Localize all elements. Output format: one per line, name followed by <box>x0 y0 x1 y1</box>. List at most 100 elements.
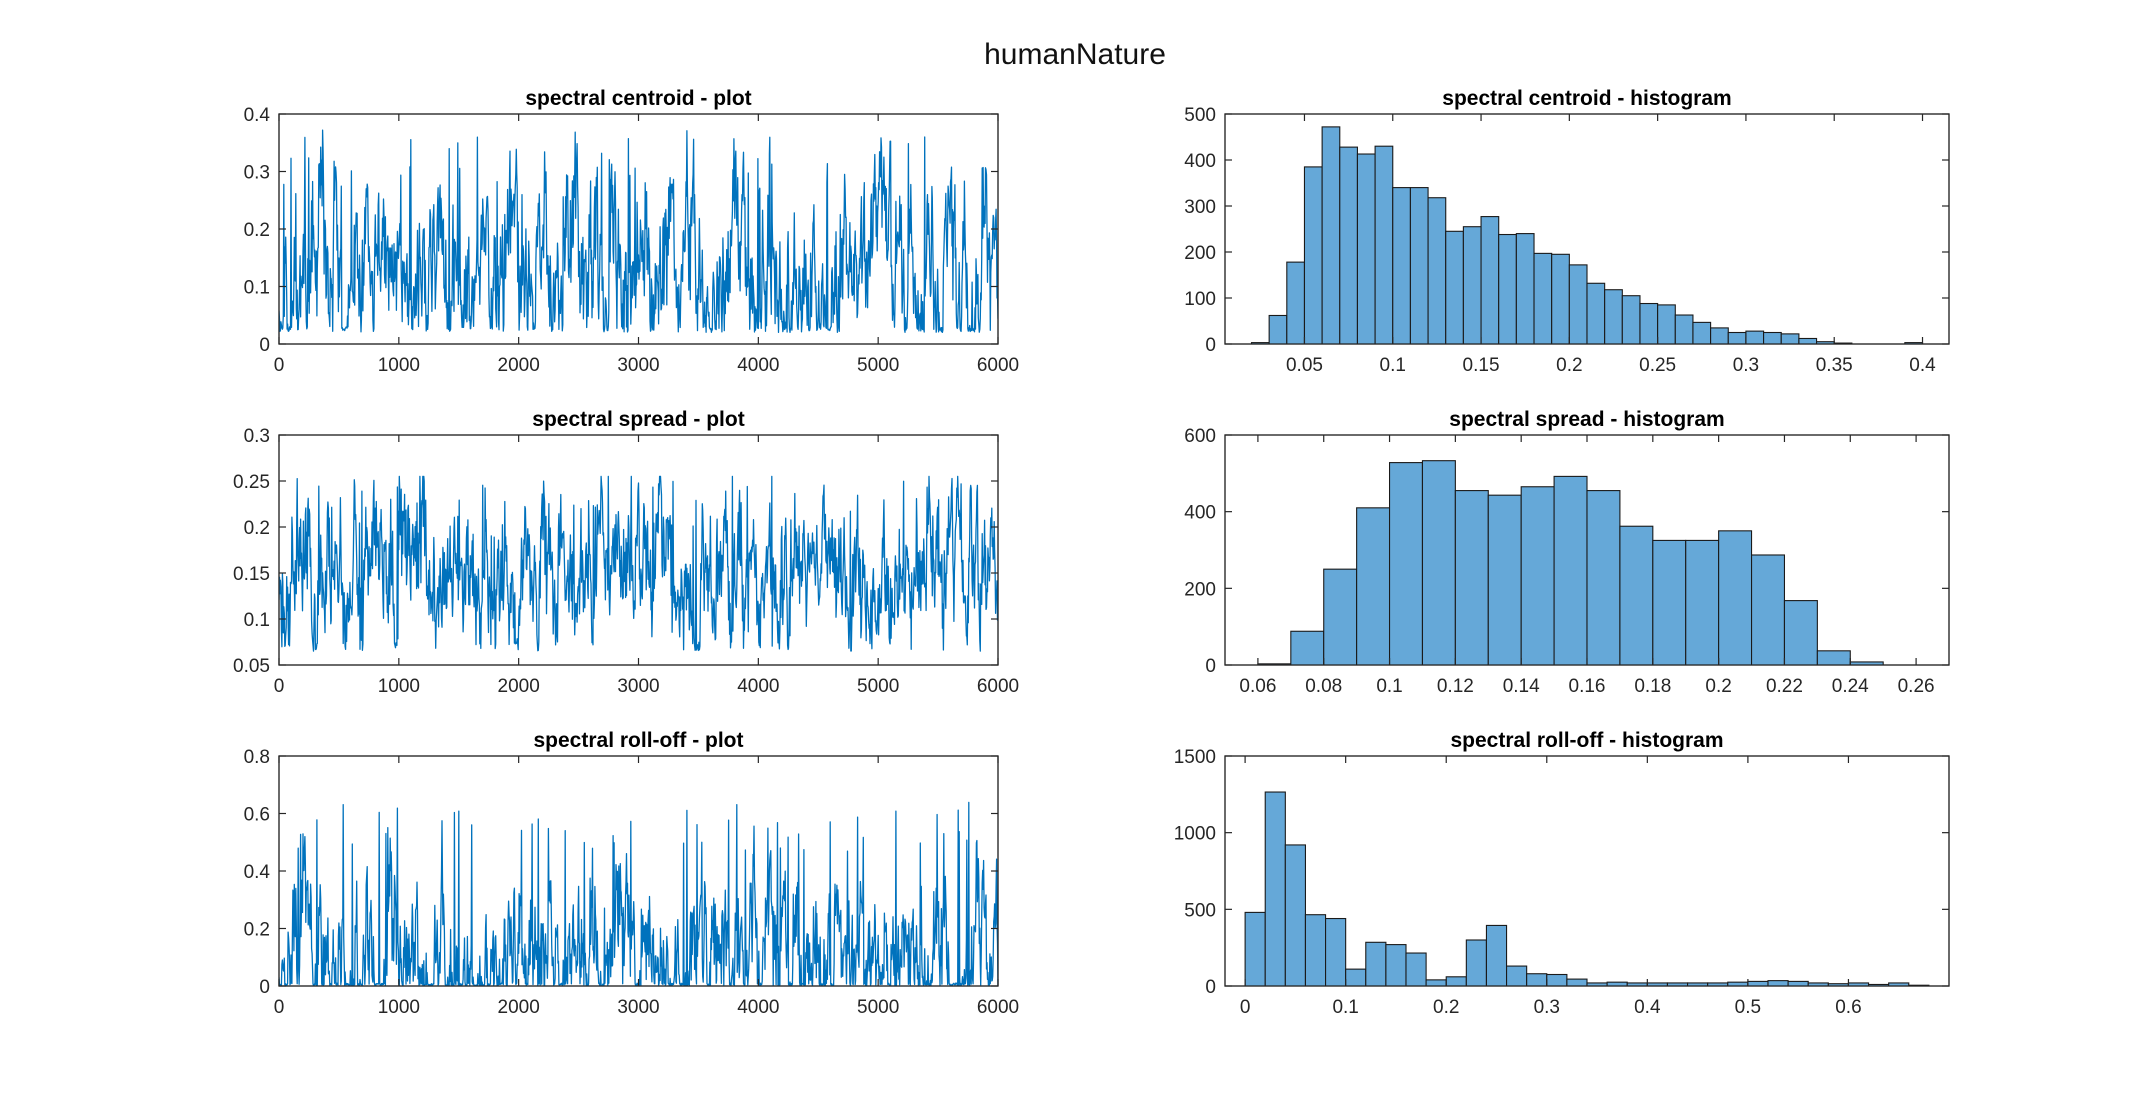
rolloff-hist-xtick-label: 0.6 <box>1835 997 1861 1018</box>
spread-hist-xtick-label: 0.1 <box>1376 676 1402 697</box>
rolloff-hist-xtick-label: 0.4 <box>1634 997 1661 1018</box>
centroid-plot-ytick-label: 0.3 <box>244 163 270 184</box>
centroid-hist-xtick-label: 0.1 <box>1380 355 1406 376</box>
rolloff-plot-xtick-label: 1000 <box>378 997 420 1018</box>
spread-plot-ytick-label: 0.15 <box>233 564 270 585</box>
centroid-hist-axes-border <box>1224 113 1950 345</box>
rolloff-hist-bar <box>1385 944 1407 986</box>
centroid-hist-ytick-label: 300 <box>1184 197 1216 218</box>
centroid-plot-ytick-label: 0.4 <box>244 105 271 126</box>
rolloff-plot-xtick-label: 6000 <box>977 997 1019 1018</box>
rolloff-plot-xtick-label: 0 <box>274 997 285 1018</box>
spread-plot-xtick-label: 5000 <box>857 676 899 697</box>
rolloff-plot-ytick-label: 0.8 <box>244 747 270 768</box>
rolloff-hist-bar <box>1425 979 1447 986</box>
centroid-hist-xtick-label: 0.25 <box>1639 355 1676 376</box>
rolloff-hist-title: spectral roll-off - histogram <box>1450 729 1723 752</box>
centroid-plot-xtick-label: 1000 <box>378 355 420 376</box>
rolloff-hist-bar <box>1566 978 1588 986</box>
rolloff-plot-xtick-label: 3000 <box>617 997 659 1018</box>
centroid-hist-bar <box>1268 314 1288 344</box>
centroid-hist-bar <box>1621 295 1641 344</box>
rolloff-hist-bar <box>1747 980 1769 986</box>
spread-plot-title: spectral spread - plot <box>532 408 744 431</box>
centroid-hist-bar <box>1356 153 1376 344</box>
centroid-hist-bar <box>1710 327 1729 344</box>
centroid-hist-bar <box>1392 187 1411 344</box>
spread-plot-xtick-label: 1000 <box>378 676 420 697</box>
spread-plot-ytick-label: 0.2 <box>244 518 270 539</box>
rolloff-hist-bar <box>1264 791 1286 986</box>
centroid-plot-xtick-label: 6000 <box>977 355 1019 376</box>
centroid-hist-xtick-label: 0.15 <box>1463 355 1500 376</box>
centroid-plot-ytick-label: 0 <box>259 335 270 356</box>
spread-hist-ytick-label: 400 <box>1184 503 1216 524</box>
spread-plot-ytick-label: 0.1 <box>244 610 270 631</box>
rolloff-hist-xtick-label: 0.3 <box>1534 997 1560 1018</box>
rolloff-hist-ytick-label: 1500 <box>1174 747 1216 768</box>
spread-hist-panel: spectral spread - histogram 0.06 0.08 0.1 0.… <box>1184 408 1950 697</box>
spread-hist-bar <box>1750 554 1786 665</box>
centroid-hist-ytick-label: 0 <box>1205 335 1216 356</box>
spread-plot-marks <box>279 475 998 652</box>
spread-plot-ytick-label: 0.3 <box>244 426 270 447</box>
rolloff-hist-bar <box>1244 911 1266 986</box>
centroid-hist-bar <box>1586 282 1606 344</box>
centroid-hist-xtick-label: 0.05 <box>1286 355 1323 376</box>
centroid-hist-ytick-label: 400 <box>1184 151 1216 172</box>
spread-hist-bar <box>1586 490 1621 665</box>
rolloff-hist-bar <box>1304 914 1327 986</box>
rolloff-plot-ytick-label: 0 <box>259 977 270 998</box>
rolloff-hist-xtick-label: 0.2 <box>1433 997 1459 1018</box>
spread-hist-ytick-label: 600 <box>1184 426 1216 447</box>
rolloff-hist-panel: spectral roll-off - histogram 0 0.1 0.2 0.3 0… <box>1174 729 1950 1018</box>
centroid-hist-bar <box>1515 233 1535 344</box>
rolloff-hist-bar <box>1546 973 1568 986</box>
centroid-hist-ytick-label: 100 <box>1184 289 1216 310</box>
centroid-hist-bar <box>1674 314 1694 344</box>
spread-plot-series-line <box>279 475 998 652</box>
centroid-hist-bar <box>1480 216 1500 344</box>
spread-plot-ytick-label: 0.25 <box>233 472 270 493</box>
rolloff-hist-bar <box>1325 917 1347 986</box>
spread-hist-xtick-label: 0.14 <box>1503 676 1540 697</box>
rolloff-plot-panel: spectral roll-off - plot 0 1000 2000 3000 400… <box>244 729 1020 1018</box>
centroid-hist-panel: spectral centroid - histogram 0.05 0.1 0.15… <box>1184 87 1950 376</box>
spread-hist-xtick-label: 0.22 <box>1766 676 1803 697</box>
rolloff-hist-bar <box>1888 982 1910 986</box>
rolloff-hist-bar <box>1284 844 1306 986</box>
spread-hist-xtick-label: 0.2 <box>1705 676 1731 697</box>
centroid-hist-bar <box>1692 321 1712 344</box>
centroid-hist-bar <box>1657 304 1676 344</box>
rolloff-hist-marks <box>1244 791 1930 986</box>
centroid-hist-bar <box>1445 230 1464 344</box>
spread-hist-bar <box>1520 486 1555 665</box>
rolloff-hist-bar <box>1465 939 1487 986</box>
centroid-plot-xtick-label: 2000 <box>498 355 540 376</box>
rolloff-hist-axes-border <box>1224 755 1950 987</box>
rolloff-plot-ytick-label: 0.6 <box>244 805 270 826</box>
spread-hist-bar <box>1816 650 1851 665</box>
rolloff-plot-xtick-label: 4000 <box>737 997 779 1018</box>
centroid-hist-marks <box>1250 126 1924 344</box>
rolloff-hist-bar <box>1767 980 1789 986</box>
rolloff-hist-bar <box>1365 941 1387 986</box>
spread-plot-panel: spectral spread - plot 0 1000 2000 3000 4000 5… <box>233 408 1019 697</box>
spread-plot-xtick-label: 0 <box>274 676 285 697</box>
spread-hist-bar <box>1323 568 1358 665</box>
centroid-plot-title: spectral centroid - plot <box>525 87 751 110</box>
centroid-hist-bar <box>1533 252 1553 344</box>
centroid-hist-xtick-label: 0.35 <box>1816 355 1853 376</box>
centroid-hist-bar <box>1321 126 1341 344</box>
rolloff-plot-xtick-label: 2000 <box>498 997 540 1018</box>
centroid-plot-panel: spectral centroid - plot 0 1000 2000 3000 400… <box>244 87 1020 376</box>
spread-hist-bar <box>1290 630 1325 665</box>
spread-plot-xtick-label: 3000 <box>617 676 659 697</box>
centroid-hist-bar <box>1551 253 1570 344</box>
centroid-hist-xtick-label: 0.3 <box>1733 355 1759 376</box>
rolloff-hist-bar <box>1506 965 1528 986</box>
centroid-hist-title: spectral centroid - histogram <box>1442 87 1731 110</box>
centroid-hist-bar <box>1798 337 1818 344</box>
centroid-hist-bar <box>1568 264 1588 344</box>
